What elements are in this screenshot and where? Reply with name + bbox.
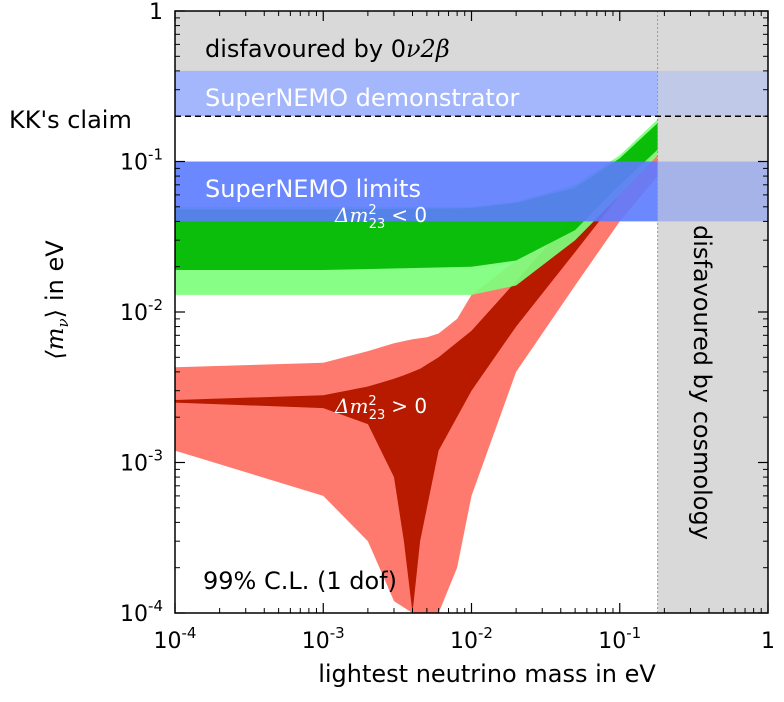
x-tick-label: 1 bbox=[761, 629, 775, 654]
confidence-level-label: 99% C.L. (1 dof) bbox=[203, 567, 397, 595]
supernemo-limits-label: SuperNEMO limits bbox=[205, 175, 421, 203]
y-tick-label: 10-4 bbox=[120, 597, 163, 627]
normal-ordering-inner-band bbox=[175, 126, 658, 613]
x-tick-label: 10-4 bbox=[154, 624, 197, 654]
supernemo-demonstrator-label: SuperNEMO demonstrator bbox=[205, 84, 520, 112]
y-tick-label: 10-1 bbox=[120, 146, 163, 176]
disfavoured-0v2b-label: disfavoured by 0ν2β bbox=[205, 35, 450, 63]
x-tick-label: 10-3 bbox=[302, 624, 345, 654]
supernemo-bands bbox=[175, 11, 768, 613]
inverted-ordering-label: Δm2 23 < 0 bbox=[334, 203, 427, 232]
y-tick-label: 10-3 bbox=[120, 447, 163, 477]
chart-labels: disfavoured by 0ν2β SuperNEMO demonstrat… bbox=[9, 35, 716, 595]
x-tick-label: 10-1 bbox=[598, 624, 641, 654]
y-tick-label: 10-2 bbox=[120, 296, 163, 326]
disfavoured-cosmology-label: disfavoured by cosmology bbox=[688, 225, 716, 540]
inverted-ordering-inner-band bbox=[175, 123, 658, 270]
y-axis-ticks: 10-4 10-3 10-2 10-1 1 bbox=[120, 0, 768, 627]
y-axis-title: ⟨mν⟩in eV bbox=[41, 240, 72, 360]
x-tick-label: 10-2 bbox=[450, 624, 493, 654]
kk-claim-label: KK's claim bbox=[9, 106, 132, 134]
cosmology-overlay bbox=[657, 11, 768, 613]
x-axis-title: lightest neutrino mass in eV bbox=[318, 660, 656, 688]
normal-ordering-label: Δm2 23 > 0 bbox=[334, 394, 427, 423]
x-axis-ticks: 10-4 10-3 10-2 10-1 1 bbox=[154, 11, 775, 654]
y-tick-label: 1 bbox=[149, 0, 163, 25]
